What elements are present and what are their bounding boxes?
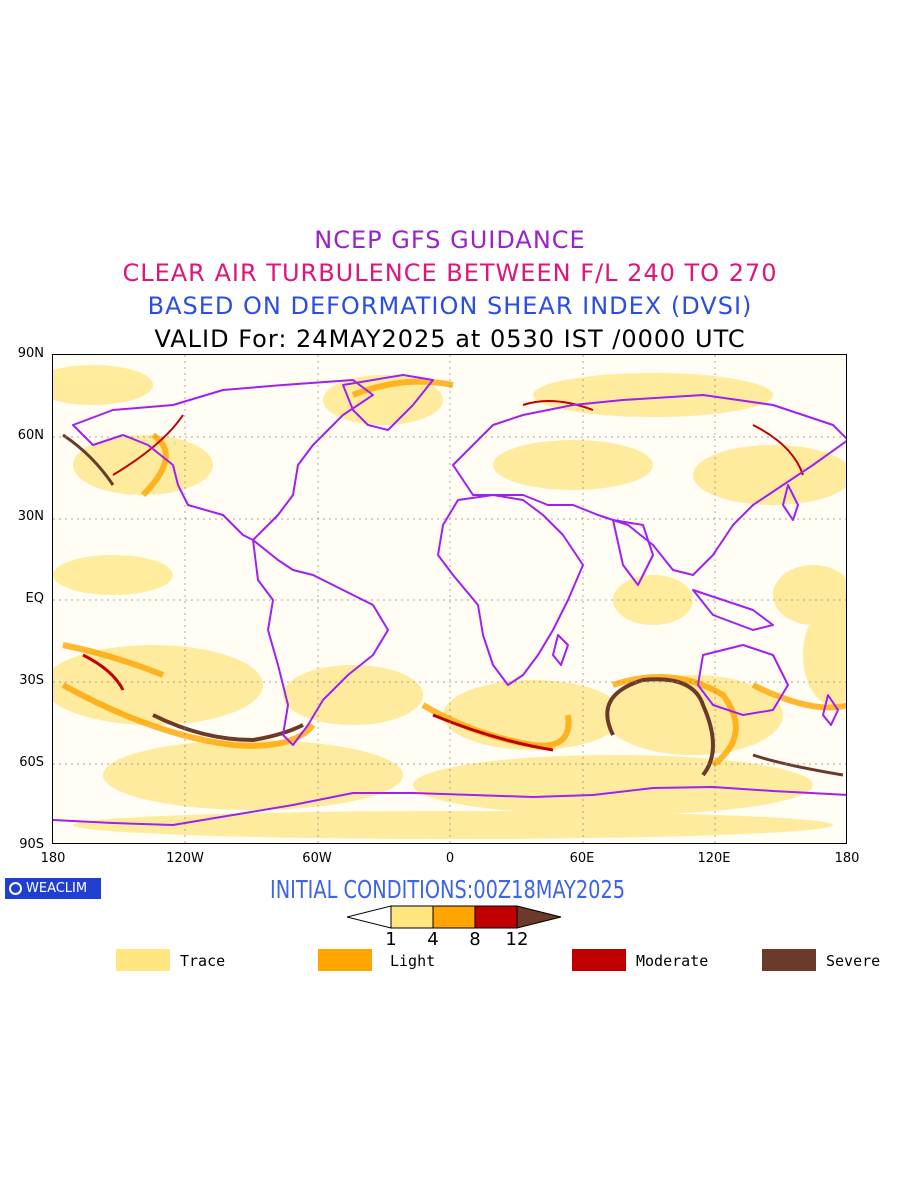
colorbar-trace-segment <box>390 905 434 929</box>
lon-label-120e: 120E <box>697 851 731 866</box>
lon-label-180w: 180 <box>40 851 66 866</box>
logo-text: WEACLIM <box>26 881 88 896</box>
logo-circle-icon <box>9 882 22 895</box>
legend-swatch-moderate <box>572 949 626 971</box>
map-svg <box>53 355 846 843</box>
coastlines <box>53 374 846 826</box>
title-line-2: CLEAR AIR TURBULENCE BETWEEN F/L 240 TO … <box>122 259 778 287</box>
lat-label-90s: 90S <box>19 837 44 852</box>
turbulence-trace-layer <box>53 365 846 839</box>
colorbar-tick-8: 8 <box>469 929 481 950</box>
lat-label-30s: 30S <box>19 673 44 688</box>
legend-label-trace: Trace <box>180 952 226 970</box>
lat-label-60n: 60N <box>17 428 44 443</box>
colorbar-moderate-segment <box>474 905 518 929</box>
weaclim-logo: WEACLIM <box>5 878 101 899</box>
legend-label-severe: Severe <box>826 952 881 970</box>
title-line-3: BASED ON DEFORMATION SHEAR INDEX (DVSI) <box>147 292 753 320</box>
turbulence-map <box>52 354 847 844</box>
lon-label-60w: 60W <box>302 851 332 866</box>
colorbar-tick-1: 1 <box>385 929 397 950</box>
colorbar <box>347 905 562 929</box>
map-gridlines <box>53 355 846 843</box>
colorbar-light-segment <box>432 905 476 929</box>
lat-label-eq: EQ <box>25 591 44 606</box>
legend-swatch-light <box>318 949 372 971</box>
lon-label-0: 0 <box>445 851 455 866</box>
legend-swatch-severe <box>762 949 816 971</box>
lon-label-60e: 60E <box>569 851 595 866</box>
legend-label-moderate: Moderate <box>636 952 709 970</box>
legend-swatch-trace <box>116 949 170 971</box>
valid-time-title: VALID For: 24MAY2025 at 0530 IST /0000 U… <box>154 325 746 353</box>
initial-conditions-label: INITIAL CONDITIONS:00Z18MAY2025 <box>270 875 626 904</box>
colorbar-low-arrow <box>347 905 392 929</box>
lon-label-120w: 120W <box>166 851 204 866</box>
turbulence-severe-layer <box>62 400 844 777</box>
lat-label-90n: 90N <box>17 346 44 361</box>
lat-label-60s: 60S <box>19 755 44 770</box>
title-line-1: NCEP GFS GUIDANCE <box>314 226 586 254</box>
legend-label-light: Light <box>390 952 436 970</box>
colorbar-tick-4: 4 <box>427 929 439 950</box>
colorbar-tick-12: 12 <box>505 929 529 950</box>
colorbar-severe-arrow <box>516 905 562 929</box>
lat-label-30n: 30N <box>17 509 44 524</box>
lon-label-180e: 180 <box>834 851 860 866</box>
